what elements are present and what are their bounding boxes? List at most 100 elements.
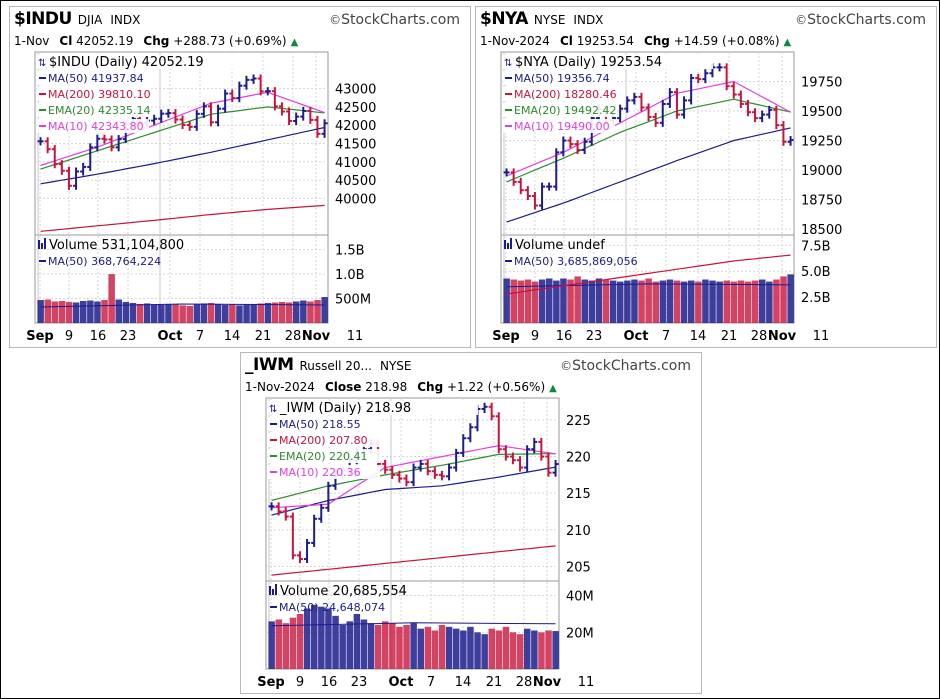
ma50-line [271,466,556,516]
ma50-line [40,126,325,185]
x-tick-label: 7 [427,675,435,690]
ohlc-bar [115,135,122,152]
x-tick-label: 16 [321,675,338,690]
volume-legend-item: MA(50) 24,648,074 [279,601,385,614]
ohlc-bar [759,110,766,123]
ohlc-bar [289,512,296,560]
volume-tick-label: 1.0B [335,268,365,283]
close-value: 19253.54 [576,34,634,48]
volume-icon [41,243,43,249]
ticker-exchange: NYSE [380,359,412,373]
x-tick-label: 23 [120,329,137,344]
y-tick-label: 40000 [335,192,376,207]
volume-bar [624,280,631,323]
volume-tick-label: 5.0B [801,265,831,280]
volume-bar [702,279,709,323]
volume-bar [602,279,610,323]
ohlc-bar [151,114,158,125]
x-tick-label: 21 [255,329,272,344]
ohlc-bar [695,73,702,84]
y-tick-label: 18500 [801,223,842,238]
volume-bar [680,281,688,323]
volume-bar [360,619,368,669]
volume-bar [495,630,503,669]
ticker-symbol: $NYA NYSE INDX [480,9,604,29]
ma200-line [40,204,325,232]
volume-bar [538,279,546,323]
y-tick-label: 205 [566,560,591,575]
volume-bar [588,280,596,323]
x-tick-label: Sep [257,675,285,690]
volume-bar [595,278,603,323]
volume-bar [538,632,545,669]
volume-bar [751,280,759,323]
volume-icon [38,240,40,249]
x-tick-label: 16 [556,329,573,344]
legend-item: MA(200) 18280.46 [514,88,617,101]
volume-legend-title: Volume 531,104,800 [49,238,184,253]
volume-bar [214,303,222,323]
ohlc-bar [702,69,709,84]
x-tick-label: 7 [662,329,670,344]
ohlc-bar [780,121,787,146]
volume-bar [282,623,290,669]
x-tick-label: 11 [813,329,830,344]
stockcharts-watermark: ©StockCharts.com [795,12,926,28]
ohlc-bar [438,470,445,481]
y-tick-label: 220 [566,451,591,466]
volume-bar [709,280,716,323]
x-tick-label: 9 [65,329,73,344]
volume-bar [108,274,115,323]
volume-bar [787,274,794,323]
legend-item: EMA(20) 19492.42 [514,104,617,117]
x-tick-label: 11 [578,675,595,690]
y-tick-label: 225 [566,414,591,429]
volume-bar [332,615,339,669]
chg-value: +1.22 (+0.56%) [447,380,546,394]
volume-bar [44,299,51,323]
ohlc-bar [229,89,236,103]
volume-bar [638,280,645,323]
volume-legend-title: Volume undef [515,238,605,253]
x-tick-label: Nov [533,675,562,690]
volume-ma50-line [40,303,325,308]
ohlc-bar [278,102,285,116]
chart-panel-iwm: _IWM Russell 20... NYSE ©StockCharts.com 1… [240,352,702,694]
ticker-exchange: INDX [573,13,604,27]
ohlc-bar [271,87,278,111]
volume-bar [172,304,179,323]
volume-bar [374,625,382,669]
volume-bar [666,279,674,323]
legend-title: $INDU (Daily) 42052.19 [49,55,204,70]
ohlc-bar [716,63,723,72]
volume-bar [652,281,659,323]
chg-label: Chg [643,34,670,48]
ohlc-bar [158,109,165,123]
volume-bar [222,304,229,323]
ohlc-bar [94,134,101,152]
legend-row-bg [37,55,247,69]
volume-bar [80,301,87,323]
ohlc-bar [73,167,80,190]
volume-bar [730,281,738,323]
volume-bar [300,300,307,323]
volume-bar [129,302,137,323]
ohlc-bar [659,99,666,127]
legend-item: MA(50) 41937.84 [48,72,144,85]
volume-tick-label: 2.5B [801,291,831,306]
volume-bar [688,280,695,323]
volume-bar [250,303,257,323]
legend-row-bg [503,103,615,117]
volume-bar [481,634,488,669]
volume-bar [346,621,353,669]
ohlc-bar [766,105,773,119]
volume-bar [552,631,559,669]
ticker-name: NYSE [533,13,566,27]
x-tick-label: Nov [302,329,331,344]
volume-bar [321,297,328,323]
ohlc-bar [539,182,546,210]
legend-row-bg [268,401,478,415]
chart-panel-nya: $NYA NYSE INDX ©StockCharts.com 1-Nov-2024… [475,6,937,348]
x-tick-label: 28 [516,675,533,690]
